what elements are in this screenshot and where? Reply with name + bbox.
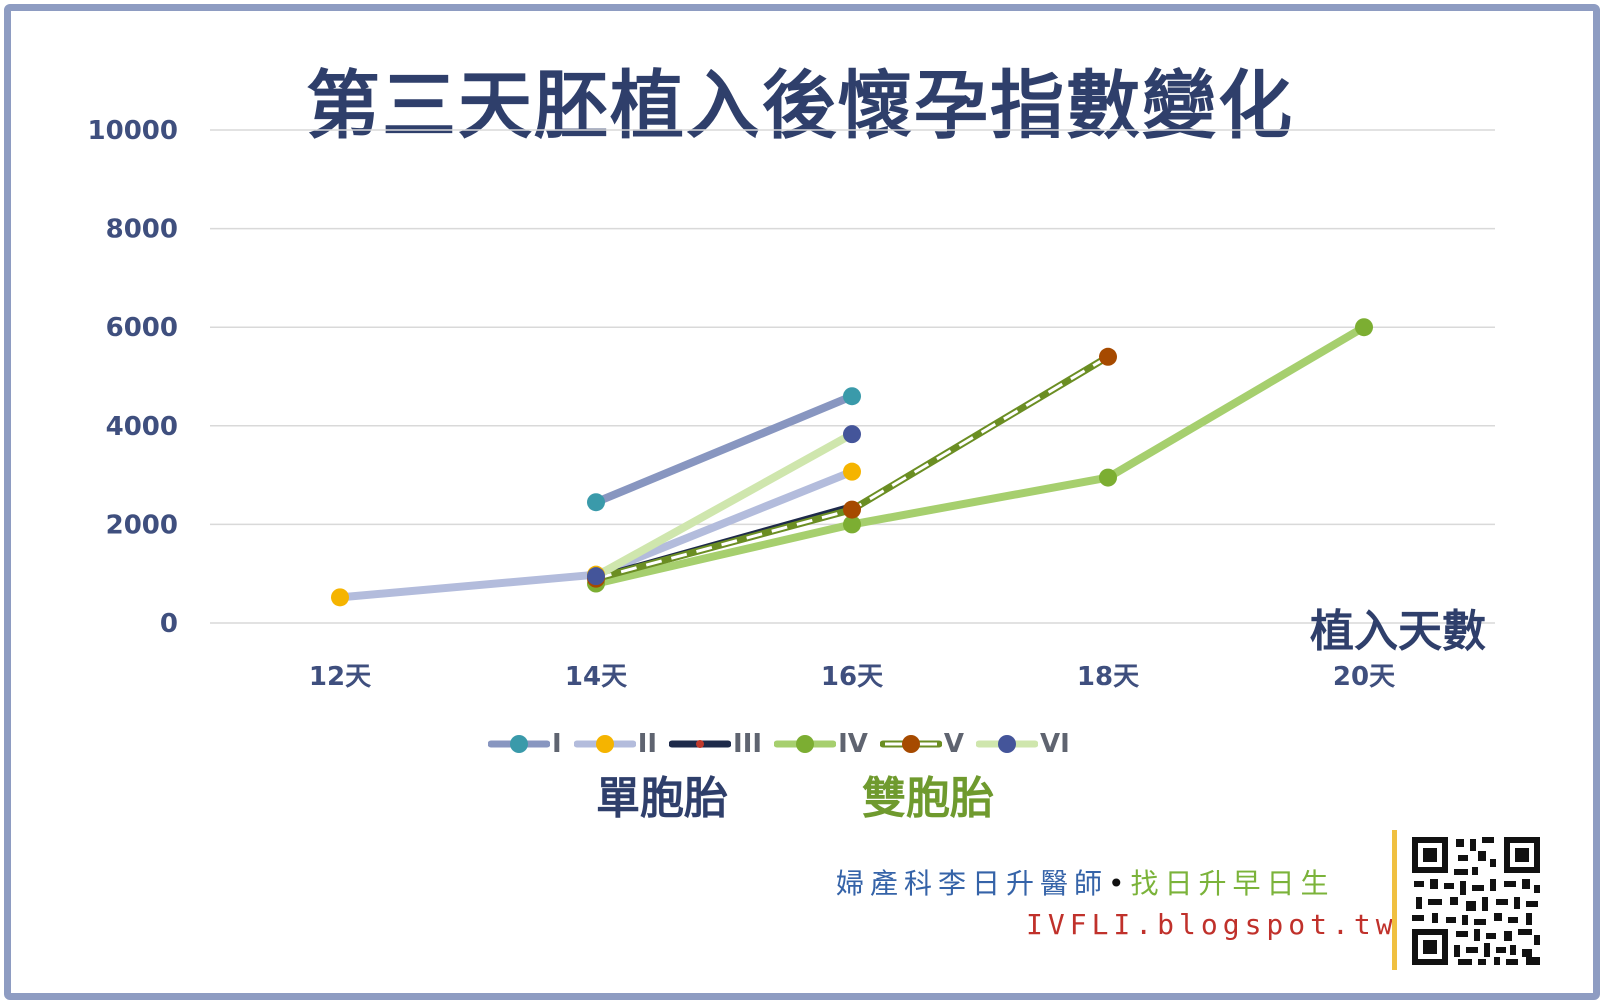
x-tick-label: 14天 [565, 662, 627, 692]
legend-label: V [943, 729, 964, 759]
legend-swatch-marker [901, 735, 920, 753]
series-line-I [592, 392, 856, 507]
footer-url[interactable]: IVFLI.blogspot.tw [1026, 908, 1398, 941]
legend-swatch [488, 735, 550, 753]
data-point-V [1099, 347, 1117, 366]
y-tick-label: 0 [160, 609, 178, 639]
legend-label: VI [1040, 729, 1070, 759]
legend-label: II [637, 729, 658, 759]
legend-swatch-marker [595, 735, 614, 753]
legend-item-I: I [488, 729, 562, 759]
y-axis-ticks: 0 2000 4000 6000 8000 10000 [88, 116, 178, 639]
gridlines [210, 129, 1495, 624]
data-point-IV [1099, 468, 1117, 487]
qr-code-icon[interactable] [1410, 835, 1542, 967]
y-tick-label: 6000 [106, 313, 178, 343]
y-tick-label: 8000 [106, 215, 178, 245]
x-tick-label: 12天 [309, 662, 371, 692]
chart-frame [4, 4, 1600, 1000]
legend-swatch [976, 735, 1038, 753]
legend-item-II: II [573, 729, 658, 759]
legend-swatch [879, 735, 942, 753]
footer-slogan: 找日升早日生 [1130, 867, 1335, 900]
series-line-VI [592, 430, 856, 581]
legend-swatch [573, 735, 636, 753]
footer-credit: 婦產科李日升醫師•找日升早日生 [836, 862, 1335, 902]
data-point-II [843, 462, 861, 481]
footer-separator: • [1108, 867, 1131, 900]
footer-divider [1392, 830, 1397, 970]
data-point-II [331, 588, 349, 607]
data-point-VI [843, 425, 861, 444]
x-tick-label: 20天 [1333, 662, 1395, 692]
legend-item-V: V [879, 729, 964, 759]
chart-legend: I II III IV V VI [488, 726, 1082, 762]
x-tick-label: 16天 [821, 662, 883, 692]
chart-title: 第三天胚植入後懷孕指數變化 [306, 63, 1294, 149]
y-tick-label: 4000 [106, 412, 178, 442]
x-axis-ticks: 12天 14天 16天 18天 20天 [309, 662, 1395, 692]
series-lines [336, 323, 1368, 602]
y-tick-label: 2000 [106, 510, 178, 540]
data-point-I [843, 387, 861, 406]
data-point-I [587, 493, 605, 512]
legend-swatch [669, 740, 732, 748]
legend-label: I [552, 729, 562, 759]
legend-item-VI: VI [976, 729, 1070, 759]
legend-swatch [774, 735, 837, 753]
legend-swatch-marker [998, 735, 1016, 753]
legend-swatch-marker [696, 740, 705, 748]
legend-label: III [733, 729, 763, 759]
series-markers [331, 318, 1373, 607]
x-tick-label: 18天 [1077, 662, 1139, 692]
data-point-IV [843, 515, 861, 534]
series-line-IV [592, 323, 1368, 588]
legend-swatch-marker [796, 735, 815, 753]
twins-group-label: 雙胞胎 [862, 773, 994, 824]
data-point-IV [1355, 318, 1373, 337]
data-point-VI [587, 567, 605, 586]
y-tick-label: 10000 [88, 116, 178, 146]
legend-item-IV: IV [774, 729, 868, 759]
legend-swatch-marker [510, 735, 528, 753]
data-point-V [843, 500, 861, 519]
legend-label: IV [838, 729, 868, 759]
x-axis-title: 植入天數 [1310, 606, 1486, 657]
legend-item-III: III [669, 729, 762, 759]
singleton-group-label: 單胞胎 [596, 773, 728, 824]
footer-doctor: 婦產科李日升醫師 [836, 867, 1109, 900]
